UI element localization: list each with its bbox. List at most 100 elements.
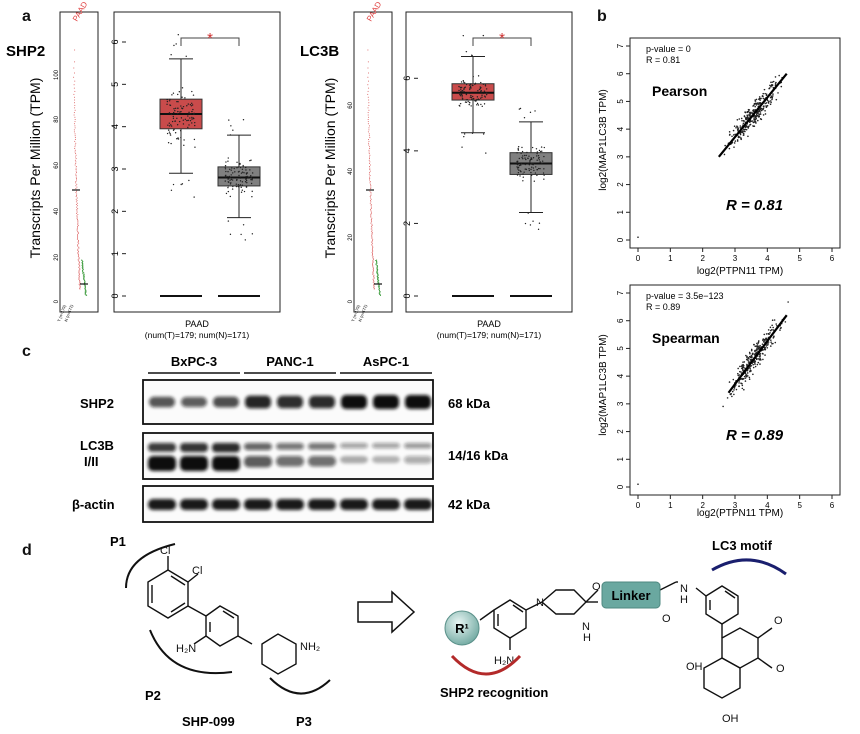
lc3b-point-T	[485, 92, 488, 94]
lc3b-strip-point-t	[368, 99, 370, 101]
shp2-strip-point-t	[75, 173, 77, 175]
lc3b-strip-point-t	[372, 281, 374, 283]
lc3b-point-T	[472, 95, 474, 98]
pearson-point	[762, 95, 764, 98]
lc3b-strip-point-t	[370, 218, 372, 220]
shp2-point-N	[228, 119, 230, 121]
shp2-point-T	[177, 93, 179, 96]
spearman-ytick-label: 4	[616, 373, 625, 378]
pearson-point	[755, 104, 758, 106]
lc3b-strip-point-n	[377, 285, 379, 287]
kda-label-shp2: 68 kDa	[448, 396, 491, 411]
lc3b-point-N	[524, 222, 527, 225]
lc3b-point-N	[516, 174, 519, 176]
lc3b-strip-point-t	[373, 287, 375, 289]
lc3b-point-T	[463, 90, 465, 93]
shp2-strip-point-t	[77, 222, 79, 224]
pearson-xtick-label: 5	[797, 254, 802, 263]
atom-nh2-shp099: NH₂	[300, 641, 320, 653]
shp2-point-N	[250, 176, 252, 179]
band-actin	[340, 499, 368, 510]
spearman-point	[756, 349, 758, 352]
lc3b-point-T	[461, 94, 463, 96]
pearson-ytick-label: 4	[616, 126, 625, 131]
r1-group-ball	[444, 610, 480, 646]
shp2-point-N	[251, 190, 253, 193]
shp2-box-N	[217, 166, 261, 187]
shp2-point-N	[225, 161, 227, 163]
lc3b-point-T	[482, 83, 485, 85]
pearson-point	[737, 127, 739, 130]
shp2-strip-point-t	[79, 264, 81, 266]
lc3b-point-T	[461, 146, 463, 148]
atom-n-3: N	[680, 583, 688, 595]
pearson-point	[754, 99, 756, 101]
shp2-point-N	[232, 172, 234, 174]
pearson-point	[759, 99, 761, 101]
shp2-point-N	[247, 177, 249, 179]
spearman-point	[758, 358, 761, 361]
shp2-point-T	[182, 123, 185, 125]
shp2-point-N	[232, 185, 234, 188]
shp2-strip-point-t	[74, 159, 76, 161]
lc3b-strip-point-n	[375, 264, 377, 266]
atom-oh-1: OH	[686, 661, 703, 673]
lc3b-strip-point-n	[377, 272, 379, 274]
spearman-point	[767, 329, 770, 331]
shp2-point-T	[181, 96, 183, 98]
shp2-strip-point-t	[75, 169, 77, 171]
lc3b-strip-point-t	[368, 149, 370, 151]
shp2-point-T	[190, 113, 192, 115]
shp2-point-N	[250, 182, 253, 185]
lc3b-point-N	[528, 164, 531, 166]
lc3b-strip-point-t	[367, 131, 369, 133]
lc3b-strip-point-n	[378, 280, 380, 282]
shp2-strip-tick: 40	[54, 207, 60, 214]
shp2-strip-point-t	[73, 84, 75, 86]
lc3b-point-T	[461, 90, 463, 92]
lc3b-strip-point-t	[372, 259, 374, 261]
lc3b-point-N	[530, 171, 532, 174]
spearman-point	[743, 388, 745, 391]
shp2-point-N	[242, 119, 245, 121]
spearman-point	[738, 385, 740, 387]
shp2-strip-point-t	[73, 93, 75, 95]
spearman-point	[742, 361, 744, 363]
lc3b-strip-tick: 20	[348, 233, 354, 240]
ylabel-scatter-bottom: log2(MAP1LC3B TPM)	[598, 334, 609, 436]
lc3b-strip-point-t	[368, 158, 370, 160]
spearman-ytick-label: 0	[616, 484, 625, 489]
band-lc3b-ii	[276, 456, 304, 467]
lc3b-point-T	[484, 84, 487, 86]
shp2-strip-point-n	[85, 290, 87, 292]
pearson-point	[748, 125, 750, 128]
shp2-strip-point-t	[74, 90, 76, 92]
lc3b-strip-tick: 40	[348, 167, 354, 174]
shp2-strip-point-t	[78, 274, 80, 276]
shp2-point-N	[245, 186, 248, 188]
shp2-strip-point-t	[77, 244, 79, 246]
lc3b-strip-tick: 60	[348, 101, 354, 108]
lc3b-point-T	[465, 99, 467, 101]
shp2-point-T	[170, 189, 173, 192]
pearson-point	[772, 93, 774, 95]
lc3b-point-N	[536, 168, 539, 171]
pearson-point	[756, 119, 759, 122]
shp2-point-T	[183, 144, 185, 147]
spearman-point	[762, 338, 765, 340]
shp2-point-T	[177, 137, 179, 139]
lc3b-point-T	[461, 96, 463, 98]
shp2-strip-point-t	[74, 139, 76, 141]
strip-xlabel-n-lc3b: N (n=171)	[357, 303, 368, 322]
spearman-point	[762, 358, 764, 361]
spearman-point	[746, 358, 748, 360]
spearman-point	[749, 356, 752, 359]
band-lc3b-i	[180, 443, 208, 453]
lc3b-point-T	[480, 81, 482, 84]
shp2-strip-point-t	[78, 239, 80, 241]
shp2-strip-point-t	[74, 102, 76, 104]
spearman-point	[742, 366, 745, 369]
band-actin	[308, 499, 336, 510]
lc3b-strip-point-t	[372, 267, 374, 269]
lc3b-point-T	[460, 93, 463, 96]
